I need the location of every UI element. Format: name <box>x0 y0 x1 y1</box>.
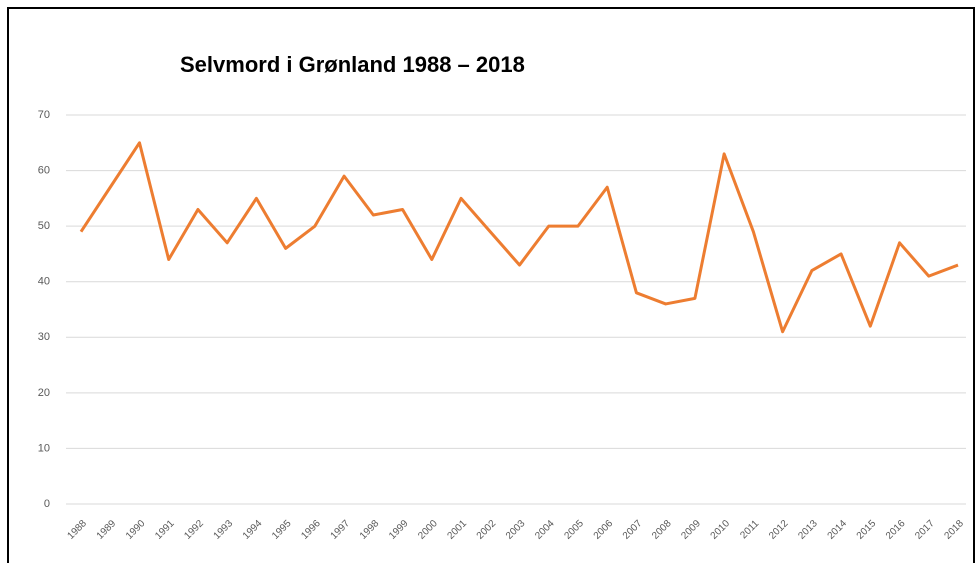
y-tick-label: 40 <box>38 276 50 288</box>
chart-frame <box>7 7 975 563</box>
y-tick-label: 20 <box>38 387 50 399</box>
y-tick-label: 30 <box>38 331 50 343</box>
y-tick-label: 70 <box>38 109 50 121</box>
y-tick-label: 60 <box>38 164 50 176</box>
y-tick-label: 0 <box>44 498 50 510</box>
y-tick-label: 10 <box>38 442 50 454</box>
y-tick-label: 50 <box>38 220 50 232</box>
chart-title: Selvmord i Grønland 1988 – 2018 <box>180 52 525 77</box>
line-series <box>79 141 959 334</box>
